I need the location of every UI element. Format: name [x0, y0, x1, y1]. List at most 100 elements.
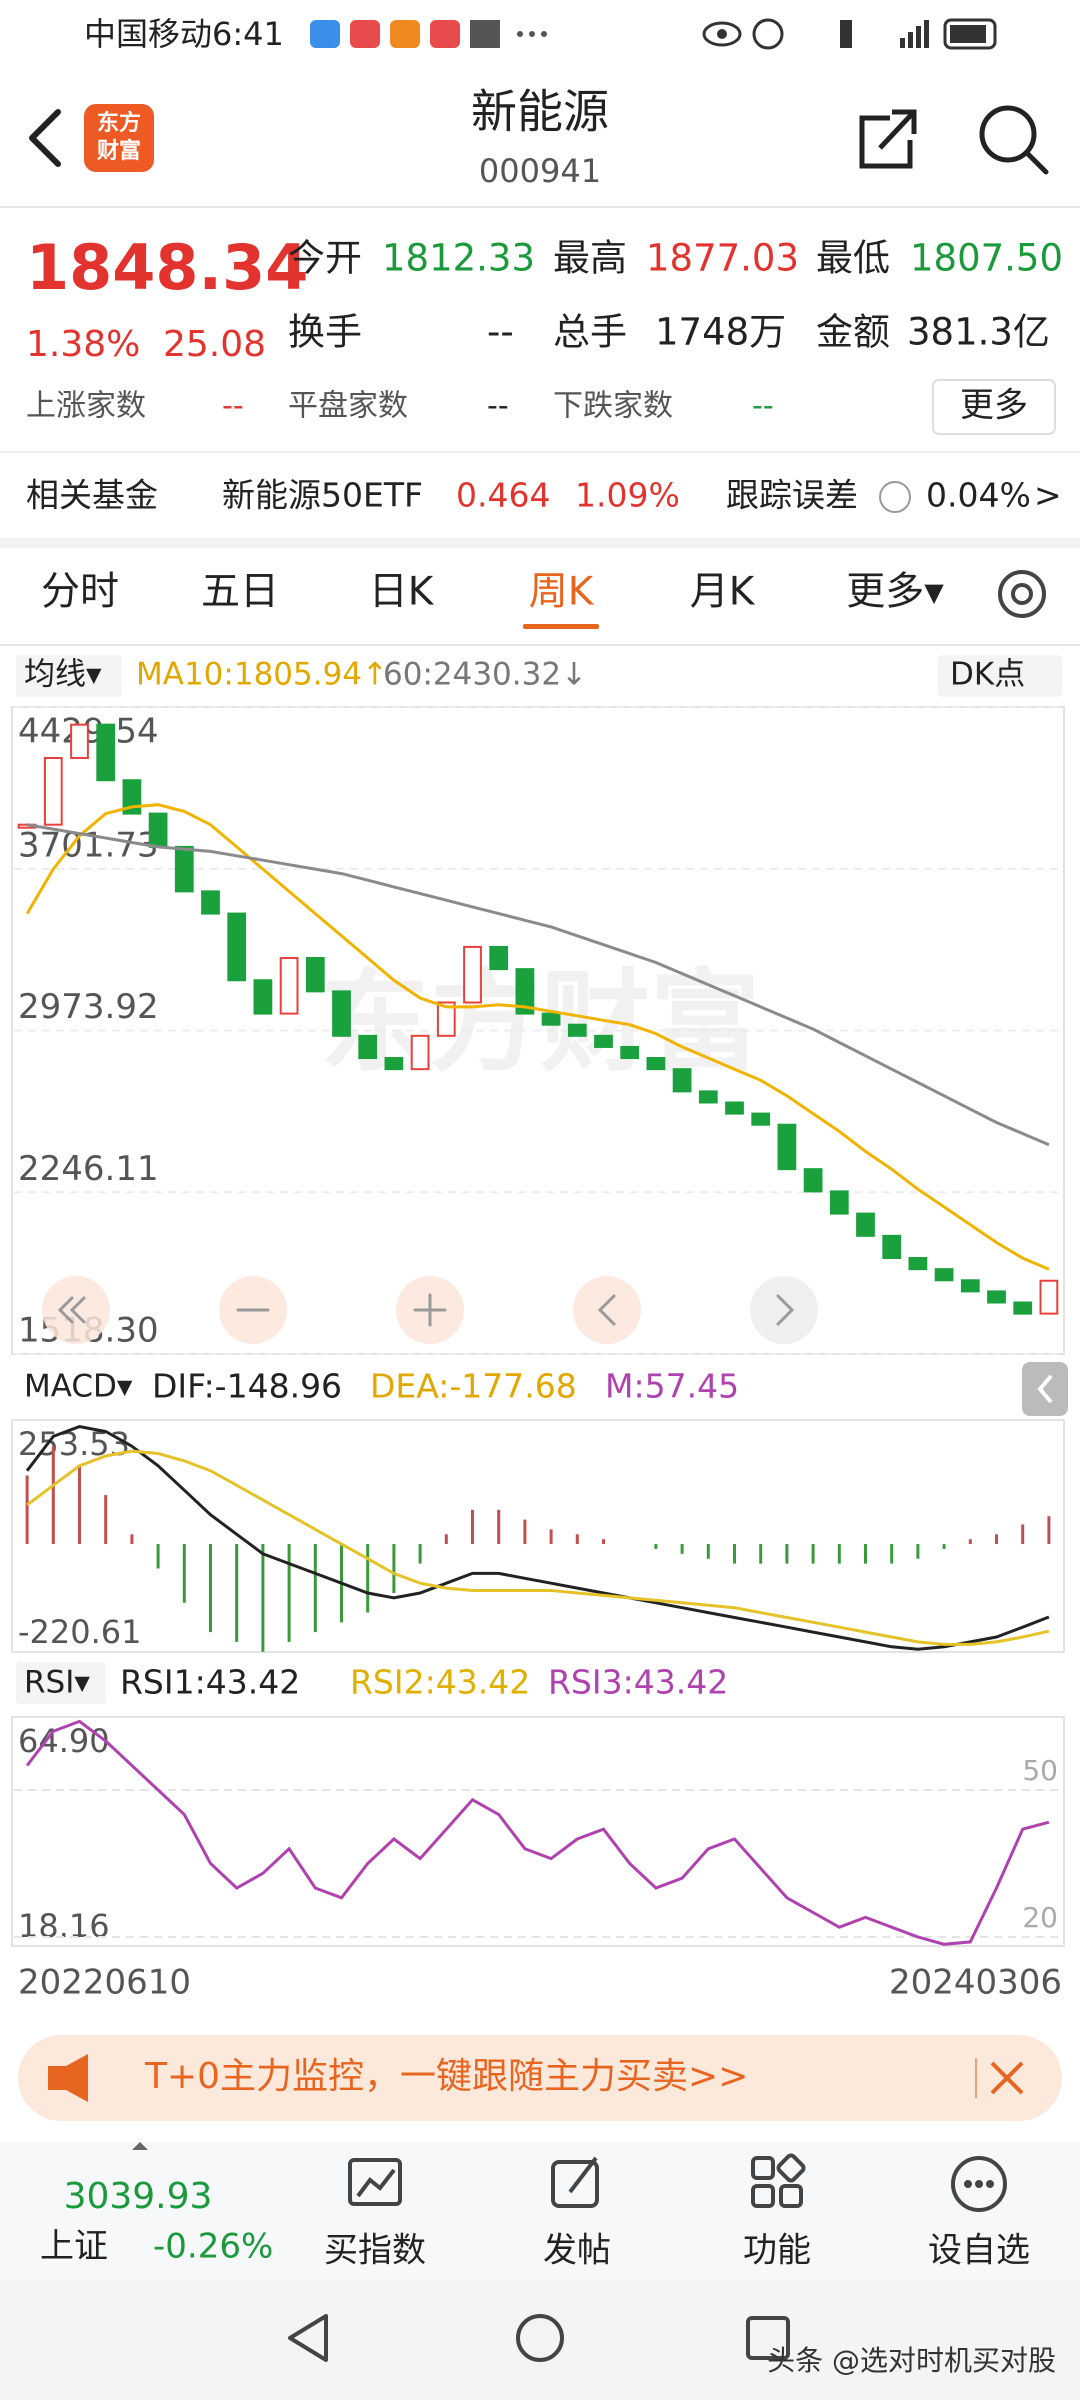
bottom-item[interactable]: 发帖 — [543, 2231, 611, 2271]
candle — [279, 957, 299, 1015]
y-tick-label: 253.53 — [18, 1425, 130, 1463]
settings-button[interactable] — [998, 570, 1046, 618]
dk-button-label[interactable]: DK点 — [950, 657, 1025, 693]
candle — [934, 1268, 954, 1282]
stat-label: 金额 — [816, 311, 890, 354]
dk-button[interactable] — [938, 655, 1062, 697]
series-line — [26, 1449, 1050, 1646]
stat-label: 最低 — [816, 237, 890, 280]
section-gap — [0, 538, 1080, 548]
series-line — [25, 1719, 1050, 1946]
megaphone-icon — [48, 2054, 88, 2102]
candle — [882, 1234, 902, 1260]
collapse-tab[interactable] — [1022, 1362, 1068, 1416]
tab[interactable]: 更多▾ — [846, 570, 944, 615]
stock-code: 000941 — [479, 152, 601, 190]
logo-text: 东方 — [97, 110, 141, 136]
macd-frame — [11, 1419, 1065, 1653]
chart-controls — [42, 1276, 818, 1344]
stat-value: 1807.50 — [910, 237, 1063, 280]
bottom-item[interactable]: 买指数 — [324, 2231, 426, 2271]
candle — [725, 1101, 744, 1115]
tab-bar: 分时 五日 日K 周K 月K 更多▾ — [41, 570, 944, 629]
candle — [174, 845, 194, 893]
rsi-frame — [11, 1716, 1065, 1947]
stat-label: 今开 — [288, 237, 362, 280]
fund-arrow[interactable]: > — [1034, 476, 1062, 515]
candle — [672, 1068, 692, 1093]
search-button[interactable] — [979, 105, 1049, 175]
stat-label: 换手 — [288, 311, 362, 354]
end-date: 20240306 — [889, 1963, 1062, 2003]
candle — [70, 723, 89, 760]
tab-indicator — [523, 624, 599, 629]
logo-text: 财富 — [97, 138, 141, 164]
promo-text[interactable]: T+0主力监控，一键跟随主力买卖>> — [144, 2056, 748, 2097]
more-button-label[interactable]: 更多 — [960, 386, 1028, 426]
bottom-bar — [0, 2142, 1080, 2280]
stat-value: 1812.33 — [382, 237, 535, 280]
rsi-menu-box[interactable] — [16, 1662, 106, 1704]
promo-banner[interactable] — [18, 2035, 1062, 2121]
m-legend: M:57.45 — [605, 1367, 739, 1406]
candle — [646, 1057, 666, 1071]
candle — [332, 990, 351, 1037]
stat-value: 381.3亿 — [907, 311, 1050, 354]
index-expand[interactable] — [132, 2142, 148, 2150]
nav-back[interactable] — [288, 2314, 328, 2362]
rsi-menu[interactable]: RSI▾ — [24, 1665, 90, 1701]
breadth-label: 下跌家数 — [553, 389, 673, 424]
nav-recent[interactable] — [746, 2316, 790, 2360]
candle — [541, 1012, 561, 1026]
tab[interactable]: 分时 — [41, 570, 119, 615]
share-button[interactable] — [859, 109, 917, 169]
index-name[interactable]: 上证 — [40, 2227, 108, 2267]
candle — [43, 757, 63, 826]
fund-name[interactable]: 新能源50ETF — [222, 476, 423, 515]
nav-home[interactable] — [516, 2314, 564, 2362]
index-value[interactable]: 3039.93 — [64, 2176, 213, 2217]
start-date: 20220610 — [18, 1963, 191, 2003]
bottom-icons — [348, 2153, 1007, 2212]
candle — [1039, 1279, 1059, 1315]
help-icon[interactable] — [879, 481, 911, 513]
close-banner[interactable] — [990, 2061, 1024, 2095]
scroll-left-button[interactable] — [573, 1276, 641, 1344]
fund-price: 0.464 — [456, 476, 550, 515]
tab[interactable]: 日K — [369, 570, 435, 615]
tab[interactable]: 周K — [529, 570, 595, 615]
tab[interactable]: 月K — [690, 570, 756, 615]
dif-legend: DIF:-148.96 — [152, 1367, 342, 1406]
candle — [410, 1034, 430, 1071]
stat-value: 1748万 — [655, 311, 786, 354]
breadth-value: -- — [752, 389, 774, 424]
candle — [489, 945, 509, 971]
stock-title: 新能源 — [471, 85, 609, 139]
back-button[interactable] — [29, 109, 61, 167]
candle — [305, 957, 325, 993]
candle — [358, 1034, 378, 1060]
ma-menu[interactable] — [16, 655, 122, 697]
breadth-value: -- — [487, 389, 509, 424]
collapse-icon — [1037, 1374, 1053, 1404]
index-pct[interactable]: -0.26% — [153, 2227, 273, 2267]
tab[interactable]: 五日 — [201, 570, 279, 615]
tracking-value: 0.04% — [926, 476, 1031, 515]
bottom-item[interactable]: 功能 — [743, 2231, 811, 2271]
macd-menu[interactable]: MACD▾ — [24, 1369, 133, 1405]
more-button[interactable] — [932, 379, 1056, 435]
ma10-legend: MA10:1805.94↑ — [136, 657, 388, 693]
scroll-start-button[interactable] — [42, 1276, 110, 1344]
breadth-label: 平盘家数 — [288, 389, 408, 424]
y2-tick-label: 50 — [1022, 1754, 1058, 1787]
status-carrier-time: 中国移动6:41 — [84, 15, 284, 53]
candle — [96, 723, 116, 782]
y-tick-label: -220.61 — [18, 1613, 142, 1651]
scroll-right-button[interactable] — [750, 1276, 818, 1344]
y-tick-label: 2246.11 — [18, 1149, 159, 1189]
ma-menu-label[interactable]: 均线▾ — [24, 657, 102, 693]
bottom-item[interactable]: 设自选 — [928, 2231, 1030, 2271]
candle — [515, 968, 535, 1015]
